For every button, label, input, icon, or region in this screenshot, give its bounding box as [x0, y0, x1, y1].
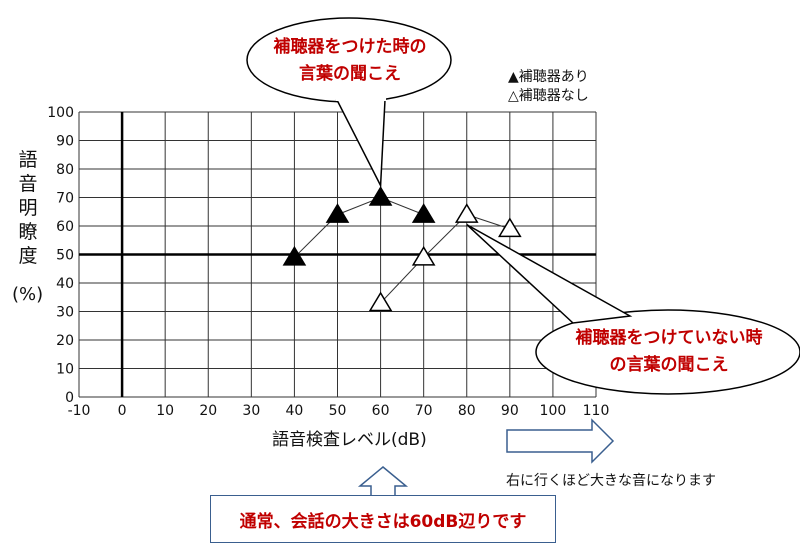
callout-bubbles	[246, 17, 800, 395]
legend-item-with-aid: ▲補聴器あり	[508, 69, 589, 85]
x-tick-label: 70	[415, 403, 433, 419]
conversation-note: 通常、会話の大きさは60dB辺りです	[239, 512, 527, 532]
series-lines	[294, 196, 510, 304]
legend-item-without-aid: △補聴器なし	[508, 88, 589, 104]
data-point-with-aid	[325, 203, 350, 223]
y-tick-label: 70	[56, 191, 74, 207]
y-axis-label: 語音明瞭度	[18, 149, 38, 267]
data-point-without-aid	[411, 245, 436, 266]
series-line	[294, 196, 424, 258]
data-point-with-aid	[282, 245, 307, 266]
callout-tail-with-aid	[335, 99, 386, 189]
x-tick-label: 100	[540, 403, 567, 419]
callout-tail-join-without-aid	[571, 319, 640, 338]
y-tick-label: 10	[56, 362, 74, 378]
y-tick-label: 100	[47, 105, 74, 121]
y-tick-label: 20	[56, 333, 74, 349]
data-point-with-aid	[411, 203, 436, 223]
annotation-arrows	[357, 418, 615, 497]
legend: ▲補聴器あり △補聴器なし	[508, 68, 589, 106]
x-tick-label: 50	[329, 403, 347, 419]
direction-note: 右に行くほど大きな音になります	[506, 473, 716, 489]
data-point-without-aid	[368, 291, 393, 312]
axis-ticks: -10 0 10 20 30 40 50 60 70 80 90 100 110010203040506…	[47, 105, 609, 419]
y-tick-label: 30	[56, 305, 74, 321]
callout-tail-join-with-aid	[336, 94, 386, 101]
data-point-with-aid	[368, 186, 393, 206]
callout-tail-without-aid	[466, 223, 633, 324]
x-tick-label: -10	[68, 403, 91, 419]
x-tick-label: 90	[501, 403, 519, 419]
y-tick-label: 40	[56, 276, 74, 292]
y-tick-label: 60	[56, 219, 74, 235]
x-tick-label: 20	[199, 403, 217, 419]
x-tick-label: 10	[156, 403, 174, 419]
y-tick-label: 90	[56, 134, 74, 150]
data-point-without-aid	[454, 203, 479, 223]
x-tick-label: 110	[583, 403, 610, 419]
x-tick-label: 80	[458, 403, 476, 419]
y-tick-label: 50	[56, 248, 74, 264]
data-markers	[282, 186, 522, 312]
y-tick-label: 80	[56, 162, 74, 178]
y-axis-unit: (%)	[12, 284, 44, 305]
conversation-note-box	[210, 495, 556, 543]
y-tick-label: 0	[65, 390, 74, 406]
right-arrow	[506, 418, 615, 464]
data-point-without-aid	[498, 217, 522, 238]
series-line	[380, 214, 510, 304]
x-tick-label: 40	[286, 403, 304, 419]
x-tick-label: 0	[118, 403, 127, 419]
callout-without-aid: 補聴器をつけていない時 の言葉の聞こえ	[575, 328, 763, 375]
x-tick-label: 30	[242, 403, 260, 419]
x-tick-label: 60	[372, 403, 390, 419]
up-arrow	[357, 466, 409, 497]
x-axis-label: 語音検査レベル(dB)	[272, 430, 427, 450]
callout-with-aid: 補聴器をつけた時の 言葉の聞こえ	[273, 37, 427, 84]
